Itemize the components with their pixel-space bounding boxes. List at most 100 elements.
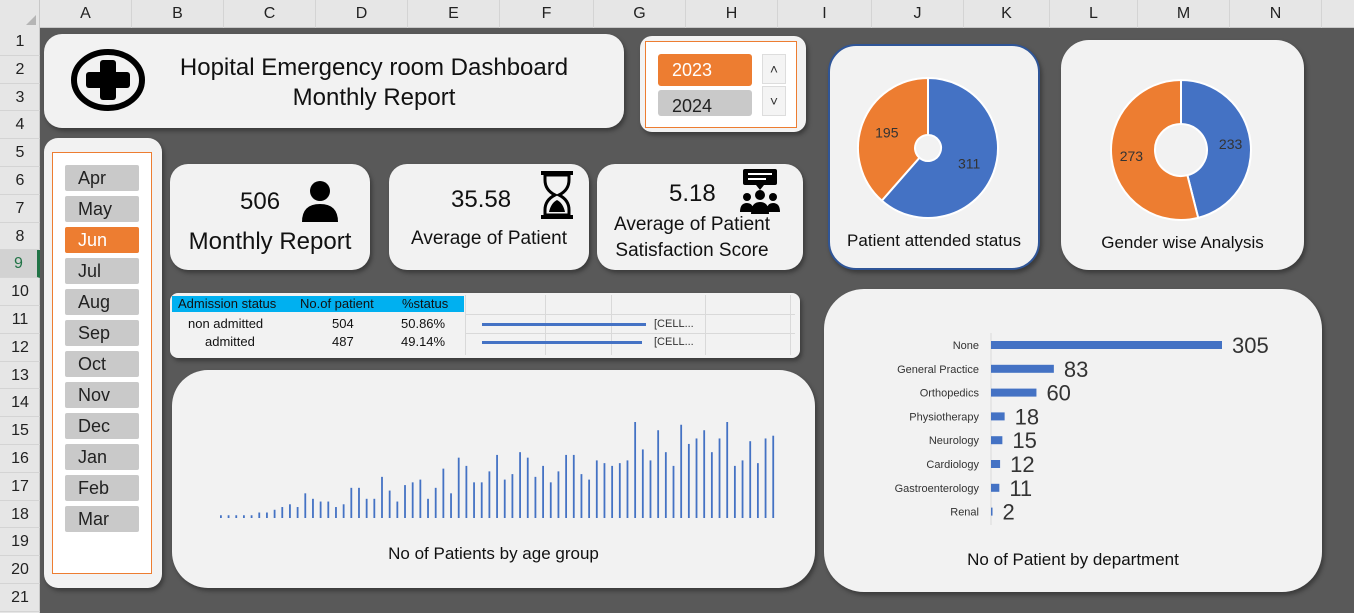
age-bar[interactable]	[411, 482, 414, 518]
column-header-f[interactable]: F	[500, 0, 594, 28]
age-bar[interactable]	[496, 454, 498, 518]
row-header-16[interactable]: 16	[0, 445, 40, 473]
row-header-13[interactable]: 13	[0, 362, 40, 390]
row-header-11[interactable]: 11	[0, 306, 40, 334]
row-header-19[interactable]: 19	[0, 528, 40, 557]
row-header-17[interactable]: 17	[0, 473, 40, 501]
age-bar[interactable]	[327, 501, 330, 518]
age-bar[interactable]	[718, 438, 721, 518]
age-bar[interactable]	[549, 482, 552, 518]
row-header-10[interactable]: 10	[0, 278, 40, 306]
age-bar[interactable]	[634, 422, 637, 518]
department-bar[interactable]	[991, 460, 1001, 468]
scroll-up-icon[interactable]: ˄	[762, 54, 786, 84]
age-bar[interactable]	[641, 449, 644, 518]
month-option-jun[interactable]: Jun	[65, 227, 139, 253]
age-bar[interactable]	[473, 482, 475, 518]
age-bar[interactable]	[227, 515, 230, 518]
donut-slice-273[interactable]	[1110, 78, 1200, 221]
age-bar[interactable]	[588, 479, 591, 518]
age-bar[interactable]	[250, 515, 253, 518]
department-bar[interactable]	[991, 341, 1222, 349]
column-header-k[interactable]: K	[964, 0, 1050, 28]
column-header-d[interactable]: D	[316, 0, 408, 28]
month-option-apr[interactable]: Apr	[65, 165, 139, 191]
age-bar[interactable]	[220, 515, 222, 518]
row-header-20[interactable]: 20	[0, 556, 40, 584]
year-option-2023[interactable]: 2023	[658, 54, 752, 86]
age-bar[interactable]	[388, 490, 391, 518]
month-option-aug[interactable]: Aug	[65, 289, 139, 315]
department-bar[interactable]	[991, 436, 1003, 445]
column-header-a[interactable]: A	[40, 0, 132, 28]
age-bar[interactable]	[266, 512, 268, 518]
department-bar[interactable]	[991, 483, 1000, 492]
month-option-jul[interactable]: Jul	[65, 258, 139, 284]
age-bar[interactable]	[304, 493, 307, 518]
age-bar[interactable]	[557, 471, 560, 518]
age-bar[interactable]	[419, 479, 422, 518]
row-header-1[interactable]: 1	[0, 28, 40, 56]
age-bar[interactable]	[342, 504, 345, 518]
age-bar[interactable]	[680, 424, 683, 518]
age-bar[interactable]	[703, 430, 706, 518]
age-bar[interactable]	[519, 452, 521, 518]
row-header-8[interactable]: 8	[0, 223, 40, 251]
department-bar[interactable]	[991, 412, 1005, 421]
age-bar[interactable]	[365, 498, 368, 518]
row-header-7[interactable]: 7	[0, 195, 40, 223]
age-bar[interactable]	[603, 463, 606, 518]
age-bar[interactable]	[611, 465, 614, 518]
row-header-2[interactable]: 2	[0, 56, 40, 84]
row-header-9[interactable]: 9	[0, 250, 40, 279]
age-bar[interactable]	[457, 457, 460, 518]
age-bar[interactable]	[503, 479, 506, 518]
department-bar[interactable]	[991, 364, 1054, 373]
age-bar[interactable]	[289, 504, 291, 518]
age-bar[interactable]	[488, 471, 491, 518]
age-bar[interactable]	[764, 438, 767, 518]
column-header-i[interactable]: I	[778, 0, 872, 28]
age-bar[interactable]	[772, 435, 775, 518]
column-header-e[interactable]: E	[408, 0, 500, 28]
row-header-21[interactable]: 21	[0, 584, 40, 612]
age-bar[interactable]	[695, 438, 698, 518]
age-bar[interactable]	[434, 487, 437, 518]
age-bar[interactable]	[733, 465, 736, 518]
column-header-n[interactable]: N	[1230, 0, 1322, 28]
column-header-m[interactable]: M	[1138, 0, 1230, 28]
scroll-down-icon[interactable]: ˅	[762, 86, 786, 116]
age-bar[interactable]	[649, 460, 652, 518]
select-all-corner[interactable]	[0, 0, 40, 28]
age-bar[interactable]	[296, 507, 299, 518]
age-bar[interactable]	[358, 487, 360, 518]
age-bar[interactable]	[626, 460, 629, 518]
year-option-2024[interactable]: 2024	[658, 90, 752, 116]
row-header-14[interactable]: 14	[0, 389, 40, 418]
age-bar[interactable]	[595, 460, 598, 518]
age-bar[interactable]	[572, 454, 575, 518]
column-header-b[interactable]: B	[132, 0, 224, 28]
month-option-mar[interactable]: Mar	[65, 506, 139, 532]
age-bar[interactable]	[235, 515, 238, 518]
age-bar[interactable]	[373, 498, 376, 518]
month-option-oct[interactable]: Oct	[65, 351, 139, 377]
donut-slice-311[interactable]	[880, 76, 999, 219]
month-option-feb[interactable]: Feb	[65, 475, 139, 501]
age-bar[interactable]	[618, 463, 621, 518]
row-header-4[interactable]: 4	[0, 111, 40, 140]
month-option-jan[interactable]: Jan	[65, 444, 139, 470]
age-bar[interactable]	[465, 465, 468, 518]
department-bar[interactable]	[991, 388, 1037, 397]
row-header-12[interactable]: 12	[0, 334, 40, 362]
age-bar[interactable]	[396, 501, 399, 518]
column-header-j[interactable]: J	[872, 0, 964, 28]
column-header-l[interactable]: L	[1050, 0, 1138, 28]
age-bar[interactable]	[381, 476, 383, 518]
age-bar[interactable]	[534, 476, 537, 518]
department-bar[interactable]	[991, 507, 993, 516]
age-bar[interactable]	[450, 493, 452, 518]
age-bar[interactable]	[404, 485, 406, 518]
age-bar[interactable]	[427, 498, 429, 518]
age-bar[interactable]	[664, 452, 667, 518]
